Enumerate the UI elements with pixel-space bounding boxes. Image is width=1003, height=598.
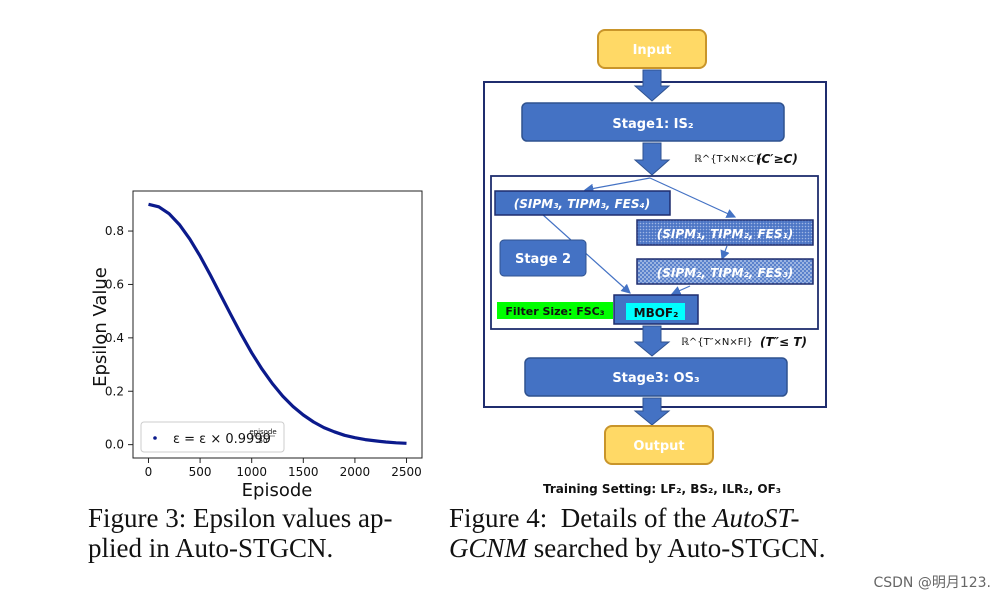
stage1-label: Stage1: IS₂ bbox=[612, 117, 693, 132]
x-tick-label: 2000 bbox=[340, 465, 371, 479]
input-node bbox=[597, 29, 707, 69]
figure4-caption-a: Details of the bbox=[560, 503, 707, 533]
input-label: Input bbox=[633, 43, 672, 58]
epsilon-chart: 0 500 1000 1500 2000 2500 0.0 0.2 0.4 0.6 0.8 ε = … bbox=[90, 190, 423, 500]
y-tick-label: 0.2 bbox=[105, 384, 124, 398]
figure3-caption: Figure 3: Epsilon values ap- plied in Au… bbox=[88, 503, 392, 563]
sipm3-node bbox=[494, 190, 671, 216]
flow-arrow-2 bbox=[633, 142, 671, 176]
sipm3-label: (SIPM₃, TIPM₃, FES₄) bbox=[514, 197, 650, 211]
plot-area bbox=[132, 190, 423, 459]
sipm2-node bbox=[636, 258, 814, 285]
y-tick-label: 0.4 bbox=[105, 331, 124, 345]
epsilon-series-line bbox=[148, 202, 407, 445]
sipm2-label: (SIPM₂, TIPM₂, FES₃) bbox=[657, 266, 793, 280]
figure4-caption: Figure 4: Details of the AutoST- GCNM se… bbox=[449, 503, 825, 563]
dim2-label: ℝ^{T″×N×FI} bbox=[681, 337, 753, 348]
figure4-label: Figure 4: bbox=[449, 503, 548, 533]
stage1-node bbox=[521, 102, 785, 142]
legend-exponent-bottom: 50 bbox=[259, 437, 268, 445]
stage2-node bbox=[499, 239, 587, 277]
stage2-label: Stage 2 bbox=[515, 252, 571, 267]
figure4-caption-c: GCNM bbox=[449, 533, 528, 563]
training-setting: Training Setting: LF₂, BS₂, ILR₂, OF₃ bbox=[543, 482, 781, 496]
x-tick-label: 0 bbox=[145, 465, 153, 479]
stage3-label: Stage3: OS₃ bbox=[612, 371, 699, 386]
mbof-highlight bbox=[626, 303, 685, 320]
flow-arrow-1 bbox=[633, 69, 671, 102]
x-tick-label: 1500 bbox=[288, 465, 319, 479]
flow-arrow-4 bbox=[633, 397, 671, 426]
figure3-caption-line1: Epsilon values ap- bbox=[193, 503, 393, 533]
figure3-caption-line2: plied in Auto-STGCN. bbox=[88, 533, 334, 563]
flow-arrow-3 bbox=[633, 325, 671, 357]
output-node bbox=[604, 425, 714, 465]
architecture-diagram: Input Stage1: IS₂ ℝ^{T×N×C′} (C′≥C) (SIP… bbox=[483, 29, 827, 496]
figure4-caption-b: AutoST- bbox=[712, 503, 800, 533]
x-tick-label: 1000 bbox=[236, 465, 267, 479]
filter-size-label: Filter Size: FSC₃ bbox=[505, 305, 604, 318]
dim1-condition: (C′≥C) bbox=[756, 152, 798, 166]
figure3-label: Figure 3: bbox=[88, 503, 187, 533]
x-tick-label: 500 bbox=[189, 465, 212, 479]
dim1-label: ℝ^{T×N×C′} bbox=[694, 154, 763, 165]
legend-marker bbox=[153, 436, 157, 440]
sipm1-label: (SIPM₁, TIPM₂, FES₁) bbox=[657, 227, 793, 241]
csdn-watermark: CSDN @明月123. bbox=[873, 575, 991, 591]
mbof-label: MBOF₂ bbox=[634, 306, 679, 320]
y-tick-label: 0.6 bbox=[105, 277, 124, 291]
y-tick-label: 0.0 bbox=[105, 438, 124, 452]
legend-box bbox=[140, 421, 285, 453]
legend-label: ε = ε × 0.9999 bbox=[173, 432, 271, 447]
y-axis-label: Epsilon Value bbox=[90, 267, 111, 387]
x-axis-label: Episode bbox=[242, 480, 313, 500]
y-tick-label: 0.8 bbox=[105, 224, 124, 238]
x-tick-label: 2500 bbox=[391, 465, 422, 479]
stage3-node bbox=[524, 357, 788, 397]
figure4-caption-d: searched by Auto-STGCN. bbox=[533, 533, 826, 563]
sipm1-node bbox=[636, 219, 814, 246]
dim2-condition: (T″≤ T) bbox=[760, 335, 807, 349]
filter-size-box bbox=[497, 302, 613, 319]
legend-exponent-top: episode bbox=[249, 428, 276, 436]
output-label: Output bbox=[633, 439, 684, 454]
